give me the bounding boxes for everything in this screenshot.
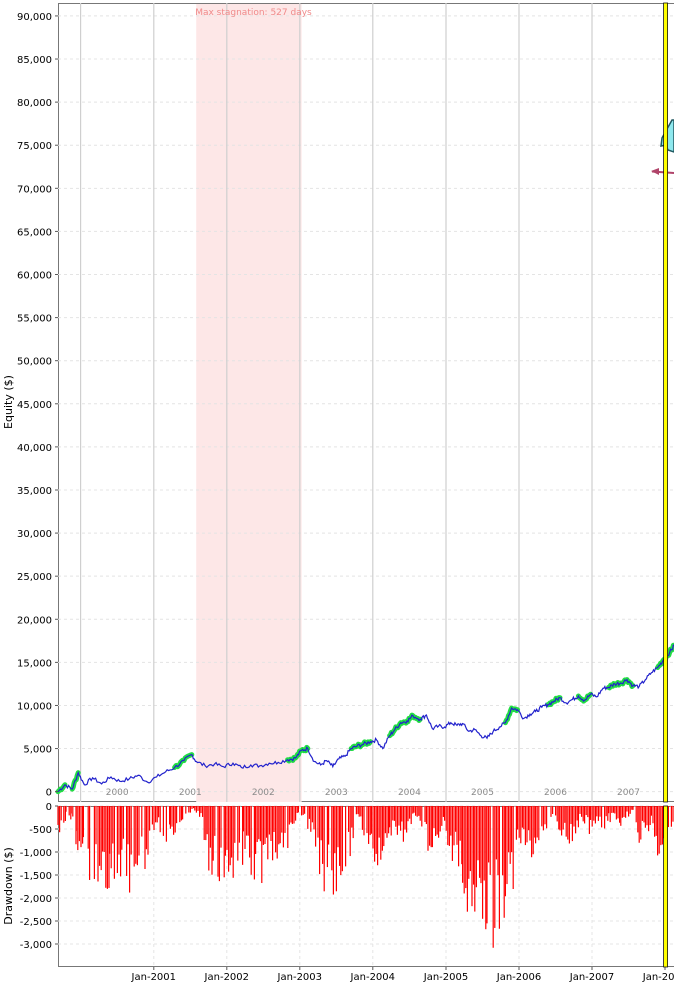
year-dividers: 2000 2001 2002 2003 2004 2005 2006 2007 bbox=[79, 3, 666, 802]
year-label: 2000 bbox=[106, 788, 129, 798]
drawdown-tick-label: 0 bbox=[46, 802, 52, 813]
drawdown-y-axis-title: Drawdown ($) bbox=[2, 847, 15, 925]
equity-line bbox=[57, 643, 674, 793]
drawdown-x-tick-label: Jan-2007 bbox=[569, 972, 614, 983]
drawdown-x-tick-label: Jan-2003 bbox=[277, 972, 322, 983]
equity-tick-label: 35,000 bbox=[17, 486, 52, 497]
drawdown-tick-label: -500 bbox=[29, 825, 52, 836]
equity-tick-label: 30,000 bbox=[17, 529, 52, 540]
stagnation-band-layer bbox=[196, 4, 302, 802]
drawdown-x-tick-label: Jan-2008 bbox=[642, 972, 674, 983]
stagnation-label: Max stagnation: 527 days bbox=[195, 8, 312, 18]
equity-tick-label: 55,000 bbox=[17, 314, 52, 325]
drawdown-plot-area bbox=[58, 806, 674, 967]
year-label: 2006 bbox=[544, 788, 567, 798]
drawdown-x-tick-label: Jan-2002 bbox=[204, 972, 249, 983]
equity-tick-label: 75,000 bbox=[17, 141, 52, 152]
drawdown-tick-label: -3,000 bbox=[20, 940, 52, 951]
equity-tick-label: 5,000 bbox=[23, 745, 52, 756]
equity-tick-label: 40,000 bbox=[17, 443, 52, 454]
equity-tick-label: 65,000 bbox=[17, 227, 52, 238]
marker-line bbox=[663, 805, 668, 968]
equity-tick-label: 10,000 bbox=[17, 701, 52, 712]
equity-tick-label: 45,000 bbox=[17, 400, 52, 411]
drawdown-x-ticks: Jan-2001 Jan-2002 Jan-2003 Jan-2004 Jan-2005… bbox=[131, 967, 674, 983]
equity-gridlines bbox=[58, 15, 674, 793]
equity-tick-label: 90,000 bbox=[17, 12, 52, 23]
drawdown-x-tick-label: Jan-2006 bbox=[496, 972, 541, 983]
drawdown-tick-label: -1,000 bbox=[20, 848, 52, 859]
drawdown-tick-label: -1,500 bbox=[20, 871, 52, 882]
year-label: 2005 bbox=[471, 788, 494, 798]
year-label: 2004 bbox=[398, 788, 421, 798]
drawdown-tick-label: -2,000 bbox=[20, 894, 52, 905]
equity-y-ticks: 90,000 85,000 80,000 75,000 70,000 65,000 60,0… bbox=[17, 12, 58, 799]
drawdown-x-tick-label: Jan-2001 bbox=[131, 972, 176, 983]
drawdown-tick-label: -2,500 bbox=[20, 917, 52, 928]
marker-line bbox=[663, 2, 668, 803]
drawdown-bars bbox=[57, 806, 674, 948]
equity-tick-label: 85,000 bbox=[17, 55, 52, 66]
equity-tick-label: 80,000 bbox=[17, 98, 52, 109]
equity-tick-label: 50,000 bbox=[17, 357, 52, 368]
year-label: 2002 bbox=[252, 788, 275, 798]
year-label: 2007 bbox=[617, 788, 640, 798]
equity-tick-label: 20,000 bbox=[17, 615, 52, 626]
drawdown-y-ticks: 0 -500 -1,000 -1,500 -2,000 -2,500 -3,000 bbox=[20, 802, 58, 951]
drawdown-x-tick-label: Jan-2005 bbox=[423, 972, 468, 983]
equity-tick-label: 25,000 bbox=[17, 572, 52, 583]
equity-plot-area bbox=[58, 3, 674, 802]
equity-tick-label: 70,000 bbox=[17, 184, 52, 195]
equity-tick-label: 15,000 bbox=[17, 658, 52, 669]
equity-y-axis-title: Equity ($) bbox=[2, 375, 15, 429]
current-date-marker bbox=[663, 2, 668, 968]
year-label: 2003 bbox=[325, 788, 348, 798]
stagnation-band bbox=[196, 4, 302, 802]
equity-series-layer bbox=[55, 642, 674, 795]
year-label: 2001 bbox=[179, 788, 202, 798]
drawdown-x-tick-label: Jan-2004 bbox=[350, 972, 395, 983]
equity-tick-label: 0 bbox=[46, 788, 52, 799]
equity-tick-label: 60,000 bbox=[17, 271, 52, 282]
